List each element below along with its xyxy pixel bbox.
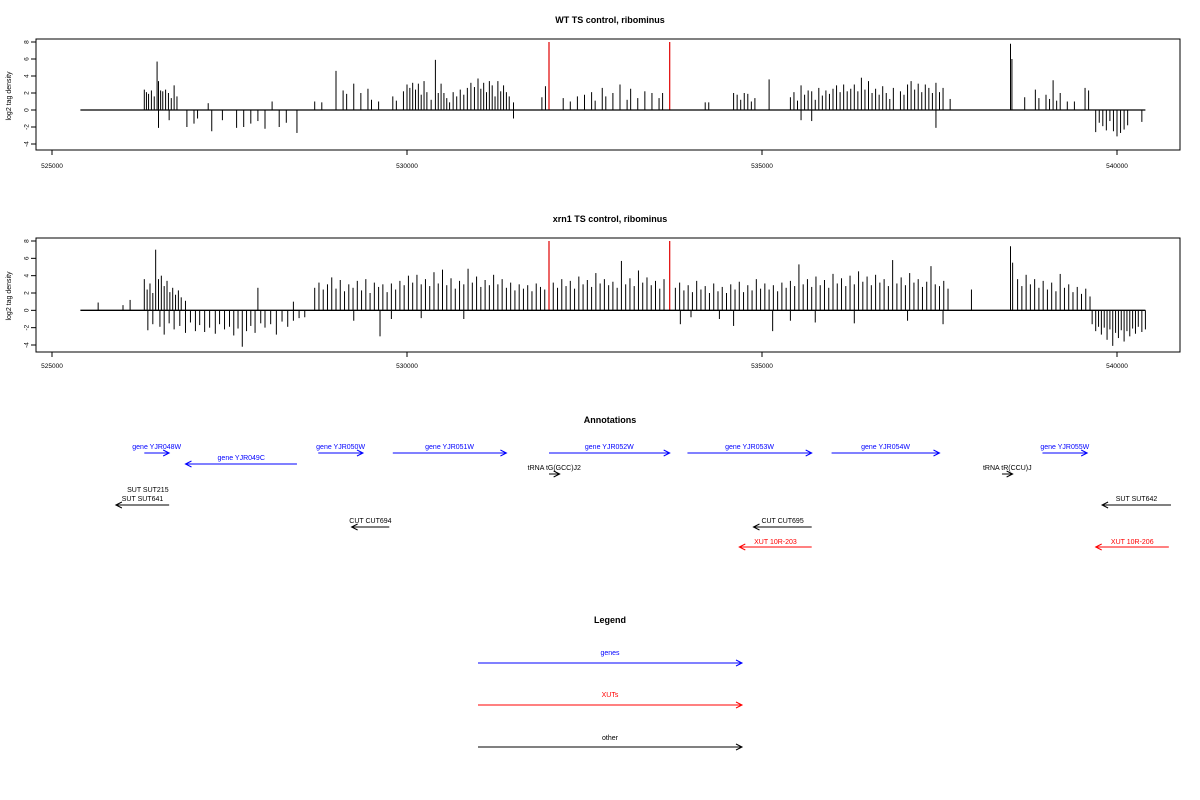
annotation-label: gene YJR048W — [132, 444, 181, 451]
annotation-arrow — [318, 449, 365, 457]
annotation-arrow — [1042, 449, 1089, 457]
annotation-arrow — [549, 449, 671, 457]
y-tick-label: 4 — [24, 273, 31, 277]
annotation-arrow — [752, 523, 812, 531]
annotation-arrow — [831, 449, 941, 457]
annotation-arrow — [1100, 501, 1171, 509]
y-tick-label: -4 — [24, 342, 31, 348]
y-tick-label: 6 — [24, 57, 31, 61]
annotation-label: gene YJR054W — [861, 444, 910, 451]
xrn1-track-y-axis: -4 -2 0 2 4 6 8 — [24, 239, 37, 348]
legend-label: genes — [600, 650, 620, 657]
wt-track-frame — [35, 38, 1181, 151]
xrn1-track-panel: xrn1 TS control, ribominus log2 tag dens… — [6, 214, 1181, 370]
annotation-arrow — [350, 523, 390, 531]
xrn1-track-frame — [35, 237, 1181, 353]
x-tick-label: 530000 — [396, 163, 418, 170]
y-tick-label: 0 — [24, 308, 31, 312]
annotation-label: gene YJR053W — [725, 444, 774, 451]
legend-arrow — [478, 659, 744, 667]
x-tick-label: 525000 — [41, 363, 63, 370]
annotation-label: XUT 10R-203 — [754, 539, 797, 546]
annotation-arrow — [549, 470, 561, 478]
legend: Legend genes XUTs other — [478, 615, 744, 751]
annotation-features: gene YJR048W gene YJR049C gene YJR050W gene… — [114, 444, 1171, 551]
x-tick-label: 540000 — [1106, 363, 1128, 370]
y-tick-label: -2 — [24, 324, 31, 330]
annotation-label: gene YJR055W — [1040, 444, 1089, 451]
annotation-label: gene YJR050W — [316, 444, 365, 451]
y-tick-label: 6 — [24, 256, 31, 260]
wt-track-panel: WT TS control, ribominus log2 tag densit… — [6, 15, 1181, 170]
annotation-arrow — [738, 543, 812, 551]
annotation-label: CUT CUT695 — [761, 518, 803, 525]
legend-label: other — [602, 735, 619, 742]
xrn1-track-x-axis: 525000 530000 535000 540000 — [41, 352, 1128, 370]
xrn1-track-ylabel: log2 tag density — [6, 271, 13, 321]
legend-title: Legend — [594, 615, 626, 625]
x-tick-label: 525000 — [41, 163, 63, 170]
annotation-label: XUT 10R-206 — [1111, 539, 1154, 546]
y-tick-label: 2 — [24, 291, 31, 295]
annotation-arrow — [1001, 470, 1014, 478]
x-tick-label: 535000 — [751, 363, 773, 370]
legend-arrow — [478, 743, 744, 751]
legend-label: XUTs — [602, 692, 619, 699]
y-tick-label: -4 — [24, 141, 31, 147]
annotation-label: CUT CUT694 — [349, 518, 391, 525]
x-tick-label: 530000 — [396, 363, 418, 370]
annotation-arrow — [114, 501, 170, 509]
y-tick-label: 0 — [24, 108, 31, 112]
annotation-arrow — [144, 449, 171, 457]
legend-items: genes XUTs other — [478, 650, 744, 751]
y-tick-label: -2 — [24, 124, 31, 130]
wt-track-ylabel: log2 tag density — [6, 71, 13, 121]
xrn1-track-bars — [80, 241, 1146, 347]
annotation-label: tRNA tG(GCC)J2 — [528, 465, 581, 472]
x-tick-label: 540000 — [1106, 163, 1128, 170]
annotation-arrow — [687, 449, 813, 457]
annotation-label: gene YJR052W — [585, 444, 634, 451]
annotation-label: gene YJR051W — [425, 444, 474, 451]
wt-track-bars — [80, 42, 1146, 137]
annotation-label: gene YJR049C — [218, 455, 265, 462]
legend-arrow — [478, 701, 744, 709]
y-tick-label: 8 — [24, 239, 31, 243]
annotation-arrow — [392, 449, 508, 457]
annotation-arrow — [184, 460, 297, 468]
wt-track-x-axis: 525000 530000 535000 540000 — [41, 150, 1128, 170]
wt-track-y-axis: -4 -2 0 2 4 6 8 — [24, 40, 37, 147]
y-tick-label: 8 — [24, 40, 31, 44]
annotation-label: SUT SUT642 — [1116, 496, 1158, 503]
annotation-label: SUT SUT215 — [127, 487, 169, 494]
annotation-label: tRNA tR(CCU)J — [983, 465, 1032, 472]
y-tick-label: 2 — [24, 91, 31, 95]
annotation-label: SUT SUT641 — [122, 496, 164, 503]
xrn1-track-title: xrn1 TS control, ribominus — [553, 214, 668, 224]
y-tick-label: 4 — [24, 74, 31, 78]
x-tick-label: 535000 — [751, 163, 773, 170]
wt-track-title: WT TS control, ribominus — [555, 15, 665, 25]
annotation-arrow — [1094, 543, 1169, 551]
annotations-title: Annotations — [584, 415, 637, 425]
